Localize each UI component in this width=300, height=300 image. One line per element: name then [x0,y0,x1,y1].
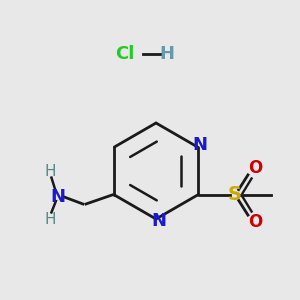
Text: O: O [248,213,262,231]
Text: H: H [159,45,174,63]
Text: N: N [151,212,166,230]
Text: N: N [50,188,65,206]
Text: Cl: Cl [115,45,134,63]
Text: H: H [44,164,56,178]
Text: N: N [193,136,208,154]
Text: O: O [248,159,262,177]
Text: S: S [228,185,242,205]
Text: H: H [44,212,56,226]
